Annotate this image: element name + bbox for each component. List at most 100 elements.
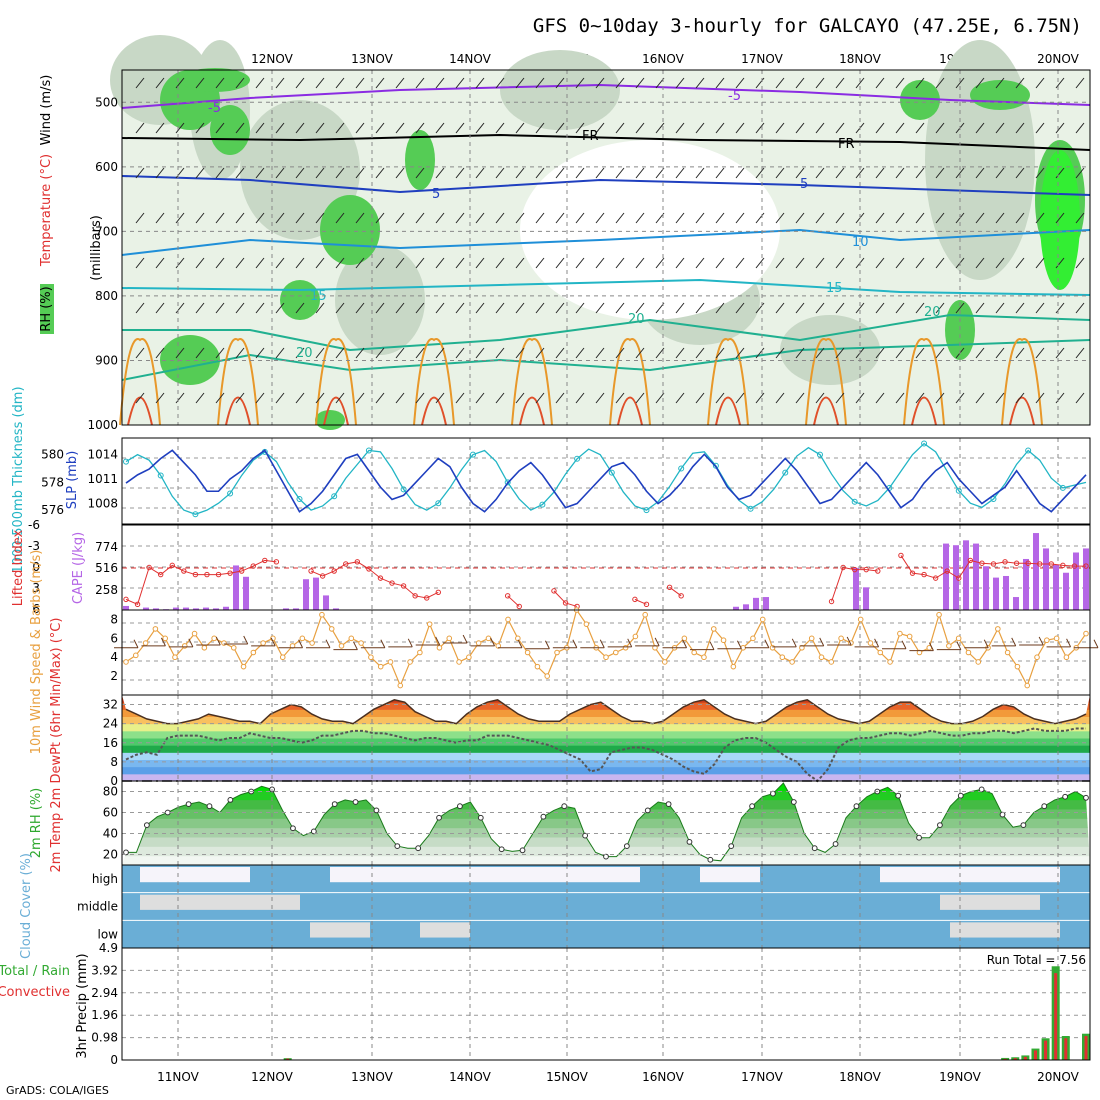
upper-wind-barb [535, 392, 545, 404]
thickness-point [747, 505, 754, 512]
temp-color-band [122, 759, 1090, 768]
wind-speed-point [181, 643, 188, 649]
upper-wind-barb [755, 77, 765, 89]
upper-wind-barb [1035, 212, 1045, 224]
precip-conv-bar [1044, 1040, 1048, 1060]
upper-wind-barb [455, 347, 465, 359]
upper-wind-barb [655, 392, 665, 404]
upper-wind-barb [355, 122, 365, 134]
slp-tick: 1008 [87, 497, 118, 511]
upper-wind-barb [815, 347, 825, 359]
thickness-point [574, 455, 581, 462]
temp-color-band [122, 745, 1090, 753]
upper-wind-barb [395, 392, 405, 404]
rh-tick: 20 [103, 848, 118, 862]
upper-wind-barb [1075, 77, 1085, 89]
wind-speed-point [475, 640, 482, 646]
rh-point [895, 792, 902, 799]
thickness-point [400, 486, 407, 493]
upper-wind-barb [1055, 302, 1065, 314]
upper-wind-barb [575, 302, 585, 314]
surface-isotherm [707, 338, 749, 426]
rh-tick: 60 [103, 806, 118, 820]
upper-wind-barb [675, 257, 685, 269]
upper-wind-barb [1055, 77, 1065, 89]
upper-wind-barb [595, 77, 605, 89]
footer-credit: GrADS: COLA/IGES [6, 1084, 109, 1097]
upper-wind-barb [775, 212, 785, 224]
cape-tick: 516 [95, 561, 118, 575]
rh-point [853, 803, 860, 810]
upper-wind-barb [695, 77, 705, 89]
thickness-point [921, 440, 928, 447]
isotherm-line [121, 339, 1091, 381]
lifted-index-point [250, 563, 256, 569]
upper-wind-barb [935, 212, 945, 224]
precip-legend-total: Total / Rain [0, 964, 70, 979]
contour-label: FR [582, 129, 599, 144]
day-label-bottom: 14NOV [449, 1070, 491, 1084]
cape-bar [943, 543, 949, 610]
upper-wind-barb [995, 302, 1005, 314]
day-label-bottom: 15NOV [546, 1070, 588, 1084]
lifted-index-line [553, 590, 578, 607]
upper-wind-barb [975, 212, 985, 224]
thickness-point [157, 472, 164, 479]
surface-wind-barb-flag [983, 639, 989, 649]
temp-tick: 8 [110, 755, 118, 769]
upper-wind-barb [795, 122, 805, 134]
rh-point [623, 843, 630, 849]
lifted-index-point [389, 580, 395, 586]
pressure-tick: 900 [95, 353, 118, 367]
surface-isotherm [217, 338, 259, 426]
cape-bar [193, 608, 199, 610]
upper-wind-barb [575, 167, 585, 179]
rh-contour-high [320, 195, 380, 265]
surface-isotherm-warm [1009, 396, 1035, 426]
lifted-index-point [504, 593, 511, 599]
wind-speed-point [965, 649, 972, 656]
upper-wind-barb [535, 77, 545, 89]
upper-wind-barb [475, 77, 485, 89]
upper-wind-barb [775, 122, 785, 134]
surface-wind-barb-flag [435, 636, 441, 646]
rh-contour-moderate [335, 245, 425, 355]
isotherm-line [121, 278, 1091, 296]
lifted-index-point [400, 583, 407, 589]
upper-wind-barb [515, 167, 525, 179]
cape-bar [763, 597, 769, 610]
lifted-index-point [551, 588, 557, 594]
upper-wind-barb [495, 212, 505, 224]
upper-wind-barb [375, 347, 385, 359]
cape-bar [183, 607, 189, 610]
wind-speed-point [1024, 682, 1031, 689]
thickness-point [816, 451, 823, 458]
upper-wind-barb [535, 347, 545, 359]
upper-wind-barb [155, 392, 165, 404]
upper-wind-barb [695, 347, 705, 359]
lifted-index-point [319, 573, 326, 579]
cape-bar [333, 608, 339, 610]
upper-wind-barb [995, 77, 1005, 89]
upper-wind-barb [475, 212, 485, 224]
temp-color-band [122, 723, 1090, 732]
rh-point [227, 797, 234, 803]
wind-speed-point [808, 635, 815, 642]
upper-wind-barb [355, 302, 365, 314]
wind-speed-point [466, 654, 472, 661]
cloud-gap [140, 867, 250, 883]
rh-point [686, 839, 693, 845]
upper-wind-barb [175, 302, 185, 314]
upper-wind-barb [215, 122, 225, 134]
cloud-gap [950, 922, 1060, 938]
lifted-index-point [828, 598, 835, 605]
thickness-point [469, 451, 476, 458]
wind-speed-point [250, 649, 257, 656]
upper-wind-barb [715, 212, 725, 224]
upper-wind-barb [215, 392, 225, 404]
surface-isotherm-warm [715, 396, 741, 426]
upper-wind-barb [815, 392, 825, 404]
cloud-gap [940, 894, 1040, 910]
day-label-top: 13NOV [351, 52, 393, 66]
upper-wind-barb [655, 122, 665, 134]
